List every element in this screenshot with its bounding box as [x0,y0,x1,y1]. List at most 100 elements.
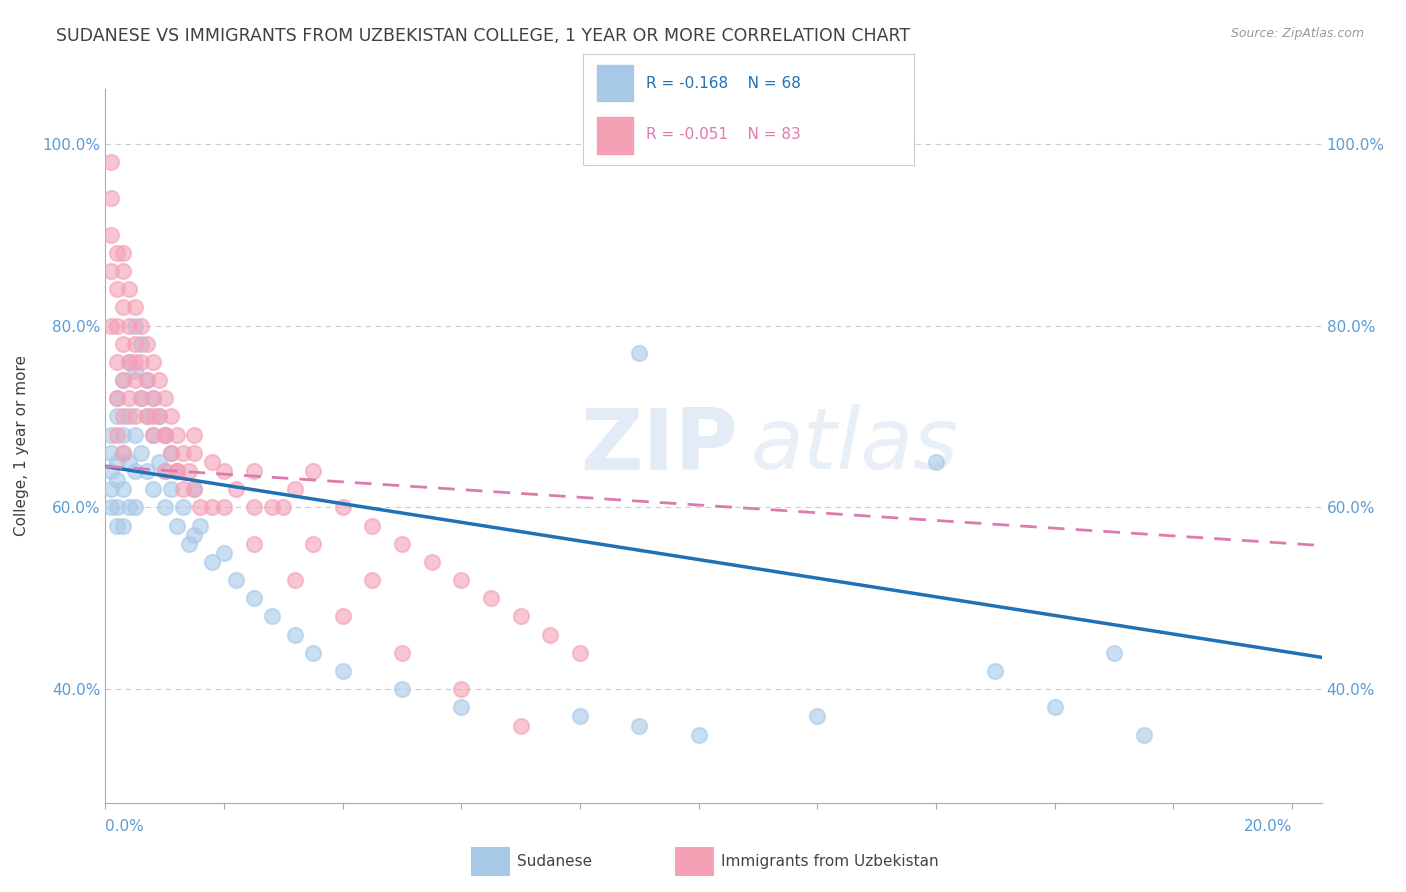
Point [136,373,159,387]
Point [118,409,141,424]
Point [142,409,165,424]
Point [302,464,325,478]
Point [361,518,384,533]
Point [509,718,531,732]
Point [100,464,122,478]
Text: atlas: atlas [749,404,957,488]
Point [212,546,235,560]
Point [688,728,710,742]
Point [183,482,205,496]
Y-axis label: College, 1 year or more: College, 1 year or more [14,356,28,536]
Point [166,427,188,442]
Text: Source: ZipAtlas.com: Source: ZipAtlas.com [1230,27,1364,40]
Point [124,301,146,315]
Point [112,446,135,460]
Point [201,555,224,569]
Point [100,227,122,242]
Point [118,455,141,469]
Point [166,464,188,478]
Point [332,664,354,678]
Point [112,264,135,278]
Point [136,409,159,424]
Point [129,391,152,405]
Point [118,355,141,369]
Point [302,646,325,660]
Point [142,427,165,442]
Point [142,391,165,405]
Point [142,427,165,442]
Point [112,518,135,533]
Point [153,464,176,478]
Point [105,245,128,260]
Point [984,664,1007,678]
Point [628,718,651,732]
Point [201,500,224,515]
Point [569,646,592,660]
Point [112,482,135,496]
Point [124,500,146,515]
Point [124,464,146,478]
Point [183,482,205,496]
Bar [596,117,633,154]
Point [391,682,413,697]
Point [509,609,531,624]
Point [129,355,152,369]
Point [302,537,325,551]
Point [118,500,141,515]
Point [136,336,159,351]
Point [166,518,188,533]
Point [225,573,247,587]
Point [361,573,384,587]
Point [153,427,176,442]
Point [100,191,122,205]
Point [177,537,200,551]
Point [105,318,128,333]
Point [242,537,264,551]
Text: R = -0.051    N = 83: R = -0.051 N = 83 [647,127,801,142]
Point [177,464,200,478]
Text: Immigrants from Uzbekistan: Immigrants from Uzbekistan [721,855,939,869]
Point [153,464,176,478]
Point [332,609,354,624]
Point [100,446,122,460]
Point [105,409,128,424]
Point [284,573,307,587]
Text: SUDANESE VS IMMIGRANTS FROM UZBEKISTAN COLLEGE, 1 YEAR OR MORE CORRELATION CHART: SUDANESE VS IMMIGRANTS FROM UZBEKISTAN C… [56,27,910,45]
Point [450,573,472,587]
Text: Sudanese: Sudanese [517,855,592,869]
Point [450,682,472,697]
Point [142,355,165,369]
Point [112,336,135,351]
Point [212,464,235,478]
Point [153,500,176,515]
Point [100,427,122,442]
Point [806,709,828,723]
Text: R = -0.168    N = 68: R = -0.168 N = 68 [647,76,801,91]
Point [148,409,170,424]
Point [142,391,165,405]
Point [112,446,135,460]
Point [118,355,141,369]
Point [183,446,205,460]
Bar [596,65,633,102]
Point [159,446,181,460]
Point [479,591,502,606]
Point [166,464,188,478]
Point [112,427,135,442]
Point [100,500,122,515]
Point [172,500,194,515]
Point [136,464,159,478]
Point [260,609,283,624]
Point [105,355,128,369]
Text: 0.0%: 0.0% [105,819,145,834]
Point [153,427,176,442]
Text: 20.0%: 20.0% [1243,819,1292,834]
Point [148,455,170,469]
Text: ZIP: ZIP [581,404,738,488]
Point [332,500,354,515]
Point [242,464,264,478]
Point [124,427,146,442]
Point [1043,700,1066,714]
Point [159,446,181,460]
Point [225,482,247,496]
